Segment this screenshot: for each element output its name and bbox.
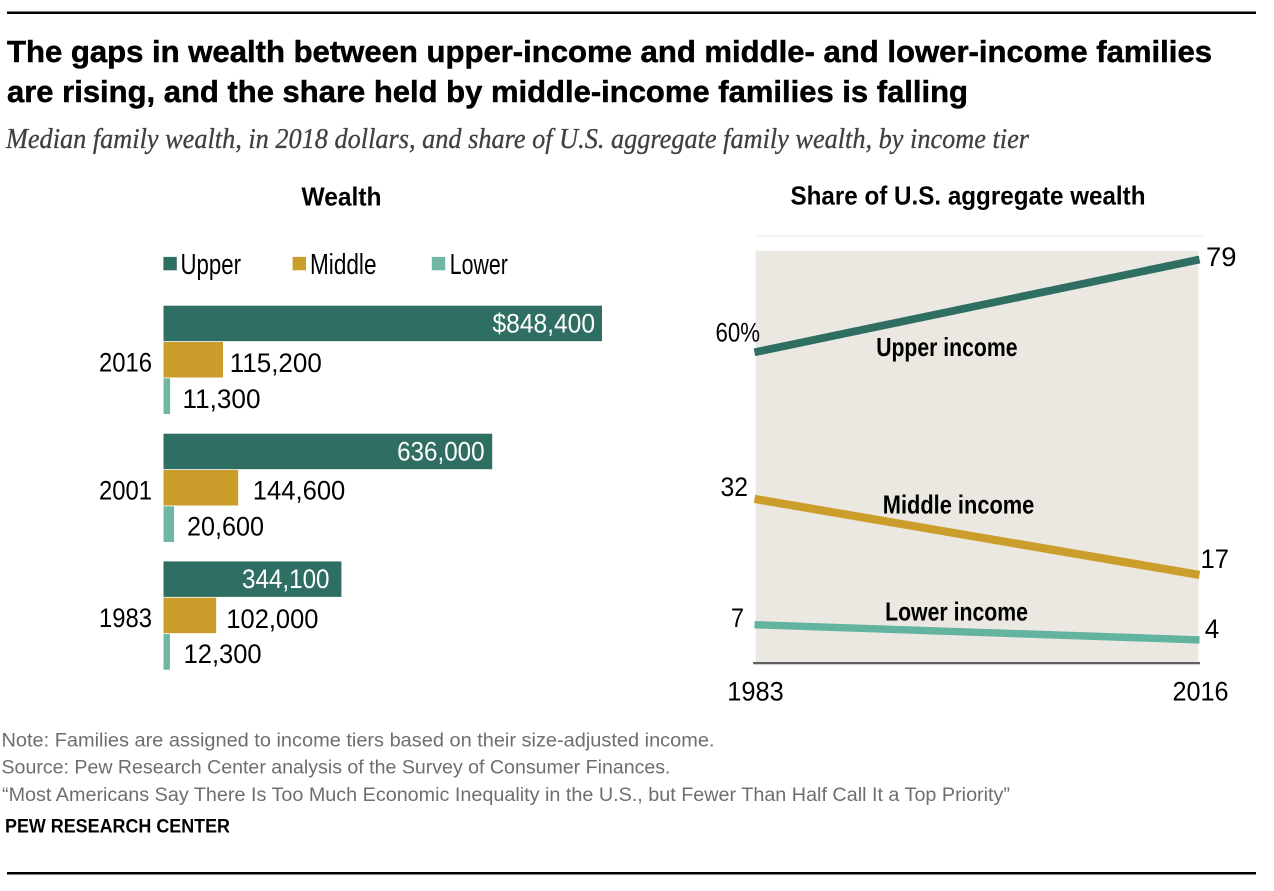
svg-text:79: 79	[1206, 242, 1237, 272]
svg-text:344,100: 344,100	[242, 564, 330, 594]
svg-text:Note: Families are assigned to: Note: Families are assigned to income ti…	[2, 730, 715, 751]
svg-text:11,300: 11,300	[183, 384, 261, 414]
svg-text:Middle: Middle	[310, 249, 377, 281]
svg-text:Wealth: Wealth	[302, 182, 382, 212]
svg-text:102,000: 102,000	[226, 604, 318, 634]
svg-text:“Most Americans Say There Is T: “Most Americans Say There Is Too Much Ec…	[2, 785, 1010, 806]
svg-text:are rising, and the share held: are rising, and the share held by middle…	[7, 74, 968, 109]
svg-text:Lower income: Lower income	[885, 597, 1028, 627]
svg-text:Middle income: Middle income	[883, 489, 1035, 519]
svg-text:7: 7	[731, 603, 744, 633]
svg-text:The gaps in wealth between upp: The gaps in wealth between upper-income …	[7, 34, 1212, 69]
svg-text:Upper: Upper	[181, 249, 242, 281]
svg-text:60%: 60%	[716, 317, 761, 347]
svg-text:144,600: 144,600	[253, 476, 345, 506]
svg-text:2001: 2001	[99, 475, 152, 505]
svg-text:Source: Pew Research Center an: Source: Pew Research Center analysis of …	[2, 758, 671, 779]
svg-text:Lower: Lower	[450, 249, 508, 281]
svg-text:Median family wealth, in 2018: Median family wealth, in 2018 dollars, a…	[5, 124, 1030, 155]
svg-text:2016: 2016	[99, 347, 152, 377]
svg-text:Upper income: Upper income	[876, 332, 1017, 362]
svg-text:32: 32	[721, 472, 749, 502]
svg-text:$848,400: $848,400	[493, 309, 596, 339]
svg-text:1983: 1983	[99, 603, 152, 633]
svg-text:115,200: 115,200	[230, 348, 322, 378]
svg-text:PEW RESEARCH CENTER: PEW RESEARCH CENTER	[5, 817, 230, 838]
svg-text:Share of U.S. aggregate wealth: Share of U.S. aggregate wealth	[791, 181, 1146, 211]
svg-text:1983: 1983	[727, 676, 784, 706]
svg-text:12,300: 12,300	[184, 639, 262, 669]
svg-text:4: 4	[1205, 614, 1220, 644]
svg-text:636,000: 636,000	[397, 436, 485, 466]
svg-text:17: 17	[1201, 544, 1230, 574]
svg-text:2016: 2016	[1173, 676, 1229, 706]
svg-text:20,600: 20,600	[187, 512, 264, 542]
